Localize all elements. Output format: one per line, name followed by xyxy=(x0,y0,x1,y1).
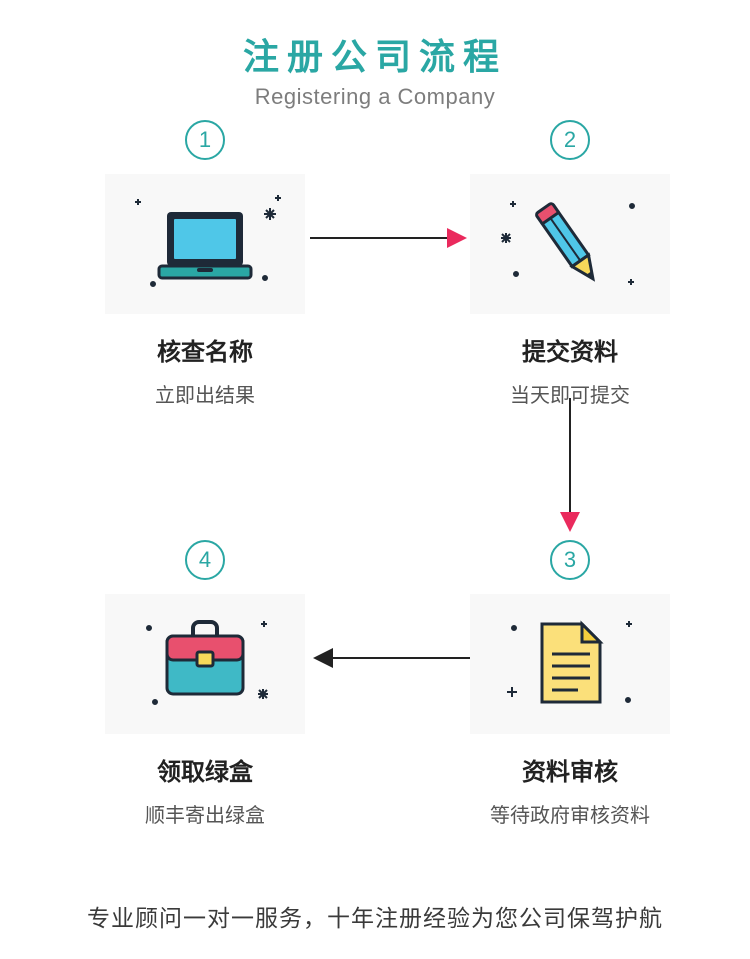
title-en: Registering a Company xyxy=(0,84,750,110)
laptop-icon xyxy=(105,174,305,314)
step-4-icon-box xyxy=(105,594,305,734)
step-3-icon-box xyxy=(470,594,670,734)
flow-area: 1 核查名称 xyxy=(0,110,750,870)
step-3: 3 资料审核 等待政府审核资料 xyxy=(460,540,680,828)
title-cn: 注册公司流程 xyxy=(0,28,750,80)
step-2-subtitle: 当天即可提交 xyxy=(460,379,680,408)
header: 注册公司流程 Registering a Company xyxy=(0,0,750,110)
step-1: 1 核查名称 xyxy=(95,120,315,408)
step-4-title: 领取绿盒 xyxy=(95,752,315,787)
briefcase-icon xyxy=(105,594,305,734)
document-icon xyxy=(470,594,670,734)
pencil-icon xyxy=(470,174,670,314)
step-3-number: 3 xyxy=(550,540,590,580)
step-3-subtitle: 等待政府审核资料 xyxy=(460,799,680,828)
step-3-title: 资料审核 xyxy=(460,752,680,787)
step-2-number: 2 xyxy=(550,120,590,160)
footer-text: 专业顾问一对一服务，十年注册经验为您公司保驾护航 xyxy=(0,899,750,933)
step-2-title: 提交资料 xyxy=(460,332,680,367)
step-4-number: 4 xyxy=(185,540,225,580)
step-4: 4 xyxy=(95,540,315,828)
step-2: 2 xyxy=(460,120,680,408)
step-4-subtitle: 顺丰寄出绿盒 xyxy=(95,799,315,828)
step-1-number: 1 xyxy=(185,120,225,160)
step-2-icon-box xyxy=(470,174,670,314)
step-1-title: 核查名称 xyxy=(95,332,315,367)
step-1-subtitle: 立即出结果 xyxy=(95,379,315,408)
step-1-icon-box xyxy=(105,174,305,314)
